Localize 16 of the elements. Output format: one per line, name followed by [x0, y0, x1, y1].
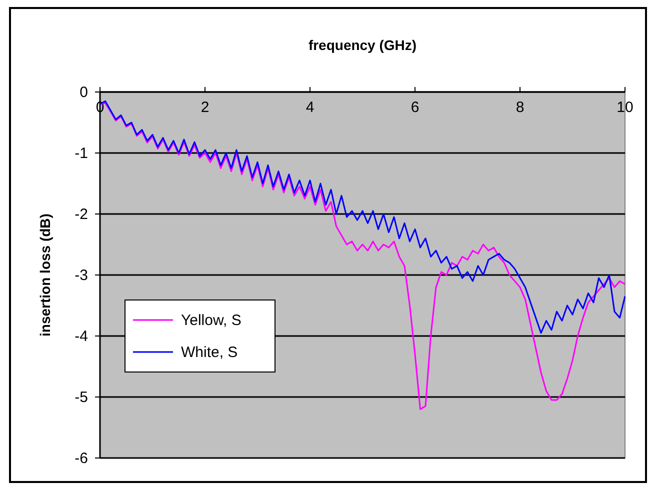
- y-tick-label: -5: [74, 389, 88, 406]
- x-tick-label: 6: [410, 99, 420, 116]
- y-tick-label: -6: [74, 450, 88, 467]
- y-tick-label: -4: [74, 328, 88, 345]
- x-tick-label: 4: [306, 99, 314, 116]
- x-axis-title: frequency (GHz): [308, 37, 417, 53]
- legend-label: White, S: [181, 344, 238, 361]
- x-tick-label: 2: [200, 99, 210, 116]
- x-tick-label: 10: [616, 99, 634, 116]
- y-tick-label: 0: [80, 84, 88, 101]
- y-tick-label: -1: [74, 145, 88, 162]
- x-tick-label: 8: [516, 99, 524, 116]
- y-tick-label: -3: [74, 267, 88, 284]
- y-axis-title: insertion loss (dB): [37, 214, 53, 336]
- y-tick-label: -2: [74, 206, 88, 223]
- legend-label: Yellow, S: [181, 312, 242, 329]
